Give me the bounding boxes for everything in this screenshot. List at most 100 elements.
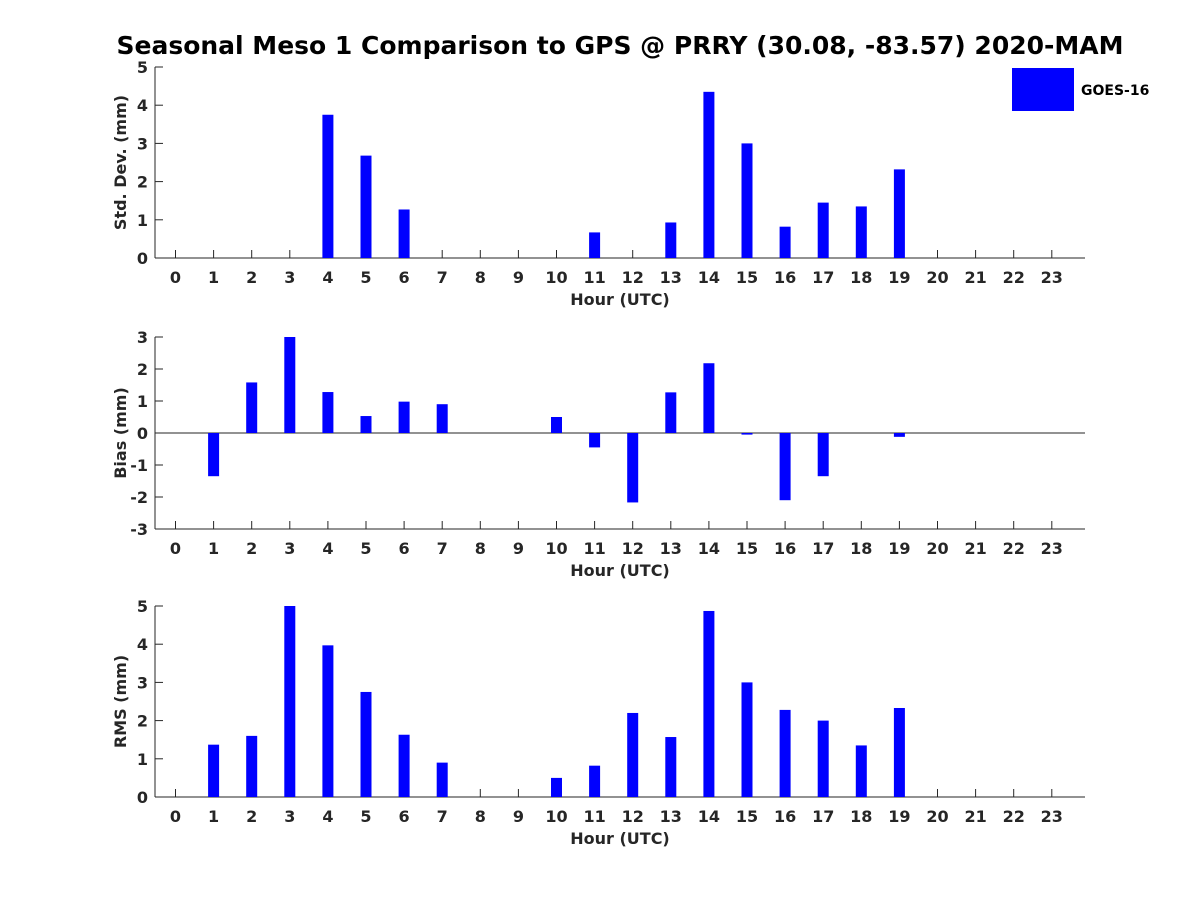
y-tick-label: 1 (137, 211, 148, 230)
x-tick-label: 22 (1003, 268, 1025, 287)
bar (741, 682, 753, 797)
x-tick-label: 17 (812, 807, 834, 826)
x-tick-label: 9 (513, 268, 524, 287)
x-tick-label: 5 (360, 807, 371, 826)
bar (627, 712, 639, 797)
bar (551, 417, 562, 433)
bar (284, 337, 296, 433)
bar (703, 363, 715, 433)
x-tick-label: 11 (583, 539, 605, 558)
x-tick-label: 11 (583, 807, 605, 826)
bar (665, 222, 677, 258)
bar (817, 433, 829, 477)
x-tick-label: 8 (475, 539, 486, 558)
x-tick-label: 4 (322, 807, 333, 826)
x-tick-label: 14 (698, 539, 720, 558)
bar (322, 645, 334, 797)
x-tick-label: 19 (888, 807, 910, 826)
x-tick-label: 3 (284, 539, 295, 558)
x-tick-label: 23 (1041, 807, 1063, 826)
bar (893, 433, 905, 437)
x-tick-label: 2 (246, 539, 257, 558)
x-tick-label: 17 (812, 539, 834, 558)
bar (551, 777, 562, 797)
y-tick-label: -1 (130, 456, 148, 475)
figure-title: Seasonal Meso 1 Comparison to GPS @ PRRY… (116, 31, 1123, 60)
bar (741, 433, 753, 435)
x-tick-label: 13 (660, 807, 682, 826)
x-tick-label: 8 (475, 807, 486, 826)
x-tick-label: 1 (208, 539, 219, 558)
y-tick-label: 3 (137, 134, 148, 153)
y-tick-label: 4 (137, 635, 148, 654)
x-tick-label: 12 (622, 539, 644, 558)
x-tick-label: 14 (698, 268, 720, 287)
x-tick-label: 0 (170, 268, 181, 287)
x-tick-label: 13 (660, 268, 682, 287)
bar (703, 610, 715, 797)
y-tick-label: 4 (137, 96, 148, 115)
bar (360, 416, 372, 433)
y-tick-label: 0 (137, 788, 148, 807)
bar (322, 114, 334, 258)
bar (208, 433, 220, 477)
x-tick-label: 21 (964, 807, 986, 826)
bar (627, 433, 639, 503)
bar (665, 392, 677, 433)
x-tick-label: 4 (322, 539, 333, 558)
y-tick-label: -2 (130, 488, 148, 507)
bar (817, 202, 829, 258)
x-tick-label: 10 (545, 539, 567, 558)
bar (360, 155, 372, 258)
x-tick-label: 3 (284, 807, 295, 826)
y-tick-label: 2 (137, 360, 148, 379)
y-tick-label: 1 (137, 392, 148, 411)
y-tick-label: 5 (137, 58, 148, 77)
y-tick-label: 0 (137, 424, 148, 443)
bar (741, 143, 753, 258)
bar (398, 734, 410, 797)
x-tick-label: 22 (1003, 807, 1025, 826)
x-tick-label: 2 (246, 268, 257, 287)
bar (665, 737, 677, 797)
bar (436, 404, 448, 433)
x-tick-label: 3 (284, 268, 295, 287)
x-tick-label: 6 (399, 807, 410, 826)
x-tick-label: 9 (513, 807, 524, 826)
x-tick-label: 18 (850, 539, 872, 558)
x-tick-label: 21 (964, 539, 986, 558)
x-tick-label: 20 (926, 807, 948, 826)
x-tick-label: 23 (1041, 268, 1063, 287)
bar (398, 209, 410, 258)
y-axis-label: RMS (mm) (111, 655, 130, 748)
x-tick-label: 8 (475, 268, 486, 287)
legend-label: GOES-16 (1081, 83, 1149, 99)
x-tick-label: 5 (360, 268, 371, 287)
bar (589, 232, 601, 258)
bar (246, 382, 258, 433)
y-tick-label: 3 (137, 328, 148, 347)
x-tick-label: 20 (926, 539, 948, 558)
x-tick-label: 15 (736, 807, 758, 826)
y-tick-label: 2 (137, 712, 148, 731)
bar (322, 392, 334, 433)
x-tick-label: 5 (360, 539, 371, 558)
x-tick-label: 7 (437, 539, 448, 558)
x-tick-label: 9 (513, 539, 524, 558)
x-axis-label: Hour (UTC) (570, 561, 670, 580)
x-tick-label: 19 (888, 268, 910, 287)
bar (360, 691, 372, 797)
x-tick-label: 12 (622, 268, 644, 287)
x-tick-label: 7 (437, 807, 448, 826)
bar (436, 762, 448, 797)
y-tick-label: 3 (137, 673, 148, 692)
bar (703, 91, 715, 258)
bar (779, 433, 791, 501)
bar (855, 745, 867, 797)
legend-swatch (1012, 68, 1074, 111)
x-tick-label: 19 (888, 539, 910, 558)
bar (817, 720, 829, 797)
x-tick-label: 1 (208, 807, 219, 826)
